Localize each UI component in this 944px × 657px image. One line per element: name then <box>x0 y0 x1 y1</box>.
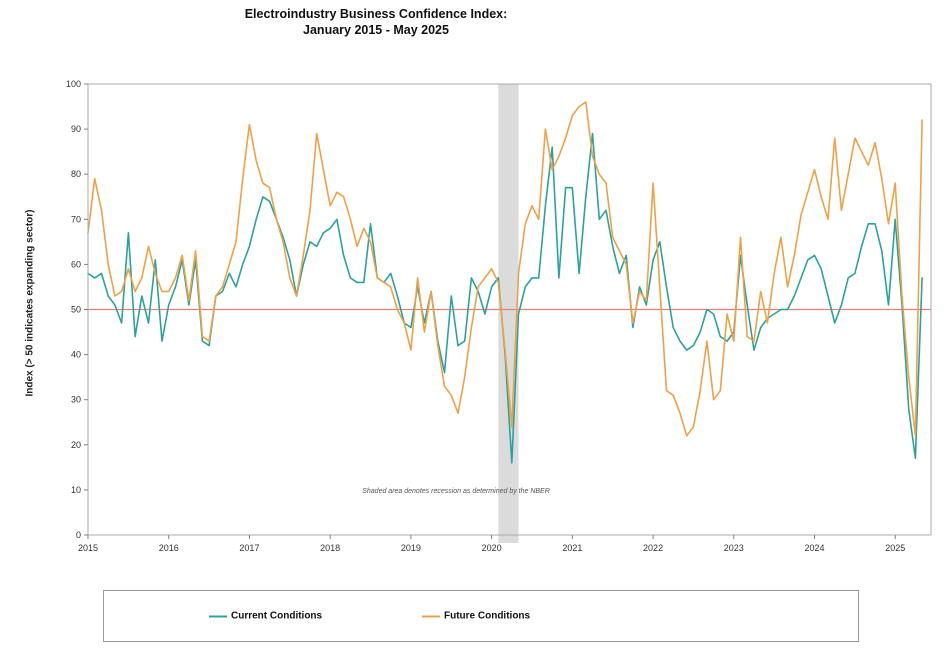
x-tick-label: 2020 <box>482 543 502 553</box>
chart-title: Electroindustry Business Confidence Inde… <box>96 7 656 38</box>
y-tick-label: 30 <box>71 395 81 405</box>
x-tick-label: 2022 <box>643 543 663 553</box>
series-line-future-conditions <box>87 101 923 437</box>
x-tick-label: 2019 <box>401 543 421 553</box>
legend-label-future-conditions: Future Conditions <box>444 610 531 622</box>
recession-annotation: Shaded area denotes recession as determi… <box>362 488 550 495</box>
chart-title-line1: Electroindustry Business Confidence Inde… <box>244 7 508 21</box>
x-tick-label: 2025 <box>885 543 905 553</box>
x-tick-label: 2018 <box>320 543 340 553</box>
y-tick-label: 80 <box>71 169 81 179</box>
y-tick-label: 0 <box>76 530 81 540</box>
chart-title-line2: January 2015 - May 2025 <box>303 22 449 37</box>
x-tick-label: 2017 <box>239 543 259 553</box>
future-conditions-line-swatch <box>422 615 440 617</box>
y-tick-label: 10 <box>71 485 81 495</box>
y-tick-label: 40 <box>71 350 81 360</box>
current-conditions-line-swatch <box>209 615 227 617</box>
y-tick-label: 20 <box>71 440 81 450</box>
y-tick-label: 70 <box>71 214 81 224</box>
y-tick-label: 60 <box>71 259 81 269</box>
legend-label-current-conditions: Current Conditions <box>231 610 323 622</box>
x-tick-label: 2024 <box>805 543 825 553</box>
x-tick-label: 2023 <box>724 543 744 553</box>
x-tick-label: 2015 <box>78 543 98 553</box>
legend: Current Conditions Future Conditions <box>103 590 859 642</box>
y-tick-label: 100 <box>66 79 81 89</box>
legend-item-future-conditions: Future Conditions <box>422 611 530 622</box>
x-tick-label: 2021 <box>562 543 582 553</box>
x-tick-label: 2016 <box>159 543 179 553</box>
y-tick-label: 50 <box>71 305 81 315</box>
legend-item-current-conditions: Current Conditions <box>209 611 322 622</box>
y-tick-label: 90 <box>71 124 81 134</box>
